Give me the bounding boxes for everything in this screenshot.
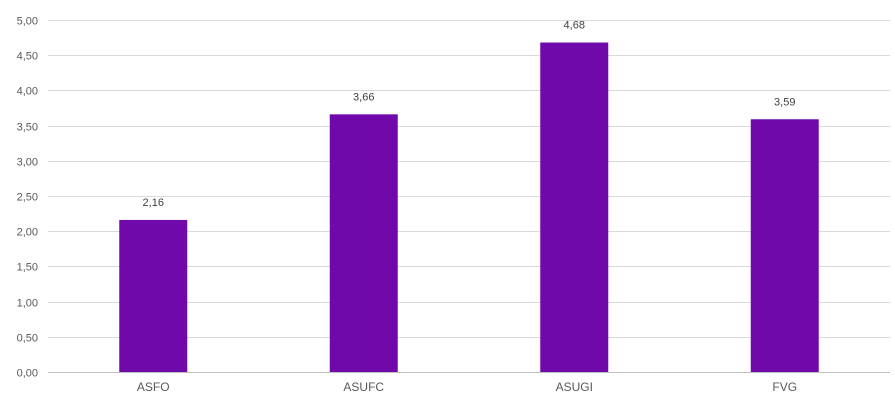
x-category-label-asufc: ASUFC: [343, 380, 384, 394]
data-label-asugi: 4,68: [564, 20, 585, 32]
bar-asufc: [329, 114, 398, 372]
x-category-label-fvg: FVG: [772, 380, 797, 394]
y-tick-label: 3,50: [17, 122, 38, 134]
y-tick-label: 0,50: [17, 333, 38, 345]
y-tick-label: 4,00: [17, 86, 38, 98]
y-tick-label: 1,50: [17, 262, 38, 274]
bar-asugi: [540, 42, 609, 372]
x-category-label-asfo: ASFO: [137, 380, 170, 394]
x-axis-category-labels: ASFO ASUFC ASUGI FVG: [137, 380, 797, 394]
y-tick-label: 5,00: [17, 16, 38, 28]
bars: [119, 42, 819, 372]
y-tick-label: 2,00: [17, 227, 38, 239]
bar-asfo: [119, 219, 188, 372]
gridlines: [48, 20, 890, 373]
data-label-asfo: 2,16: [143, 197, 164, 209]
y-tick-label: 1,00: [17, 298, 38, 310]
data-label-fvg: 3,59: [774, 96, 795, 108]
y-tick-label: 2,50: [17, 192, 38, 204]
x-category-label-asugi: ASUGI: [556, 380, 593, 394]
y-tick-label: 4,50: [17, 51, 38, 63]
data-label-asufc: 3,66: [353, 91, 374, 103]
bar-fvg: [750, 119, 819, 372]
y-tick-label: 3,00: [17, 157, 38, 169]
y-axis-tick-labels: 0,00 0,50 1,00 1,50 2,00 2,50 3,00 3,50 4,00 4,50…: [17, 16, 38, 380]
data-labels: 2,16 3,66 4,68 3,59: [143, 20, 796, 209]
y-tick-label: 0,00: [17, 368, 38, 380]
